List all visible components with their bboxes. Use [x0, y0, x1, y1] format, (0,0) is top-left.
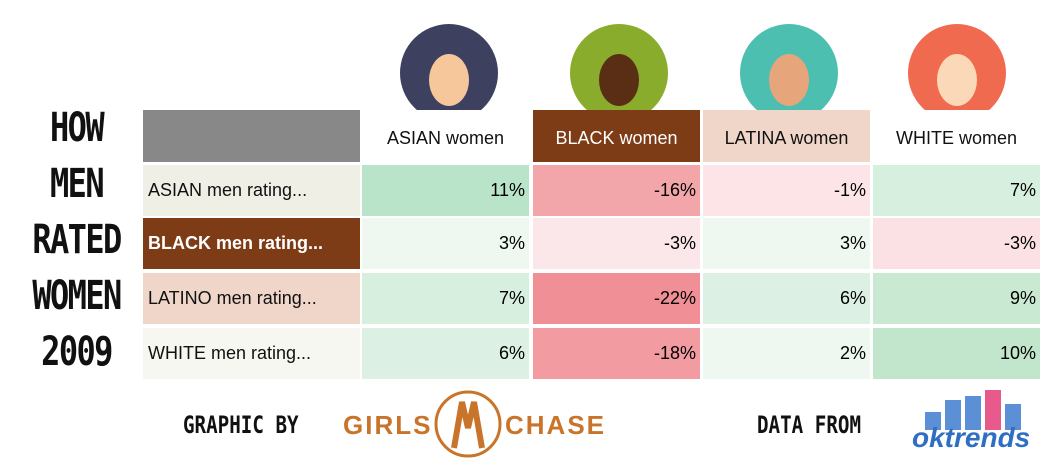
value-cell: -22%: [533, 273, 700, 324]
value-cell: -3%: [873, 218, 1040, 269]
column-header: WHITE women: [873, 110, 1040, 162]
avatars: [400, 24, 1006, 112]
logo-bars: [925, 390, 1021, 430]
corner-cell: [143, 110, 360, 162]
column-header: LATINA women: [703, 110, 870, 162]
value-cell: 6%: [703, 273, 870, 324]
value-cell: 7%: [873, 165, 1040, 216]
graphic-by: GRAPHIC BY: [183, 411, 299, 439]
value-cell: 2%: [703, 328, 870, 379]
title-line: MEN: [50, 161, 105, 207]
value-cell: 11%: [362, 165, 529, 216]
title-line: RATED: [32, 217, 122, 263]
value-cell: -3%: [533, 218, 700, 269]
row-header: ASIAN men rating...: [143, 165, 360, 216]
value-cell: 9%: [873, 273, 1040, 324]
data-from: DATA FROM: [757, 411, 862, 439]
column-header: ASIAN women: [362, 110, 529, 162]
value-cell: 7%: [362, 273, 529, 324]
row-header: BLACK men rating...: [143, 218, 360, 269]
value-cell: -18%: [533, 328, 700, 379]
logo-emblem: [434, 390, 502, 458]
title-line: HOW: [50, 105, 105, 151]
title-line: 2009: [41, 329, 113, 375]
logo-left-a: GIRLS: [343, 410, 433, 440]
value-cell: -1%: [703, 165, 870, 216]
value-cell: 3%: [362, 218, 529, 269]
logo-right: oktrends: [912, 422, 1031, 453]
value-cell: -16%: [533, 165, 700, 216]
value-cell: 10%: [873, 328, 1040, 379]
row-header: LATINO men rating...: [143, 273, 360, 324]
value-cell: 3%: [703, 218, 870, 269]
column-header: BLACK women: [533, 110, 700, 162]
value-cell: 6%: [362, 328, 529, 379]
logo-left-b: CHASE: [505, 410, 607, 440]
row-header: WHITE men rating...: [143, 328, 360, 379]
title-line: WOMEN: [32, 273, 122, 319]
